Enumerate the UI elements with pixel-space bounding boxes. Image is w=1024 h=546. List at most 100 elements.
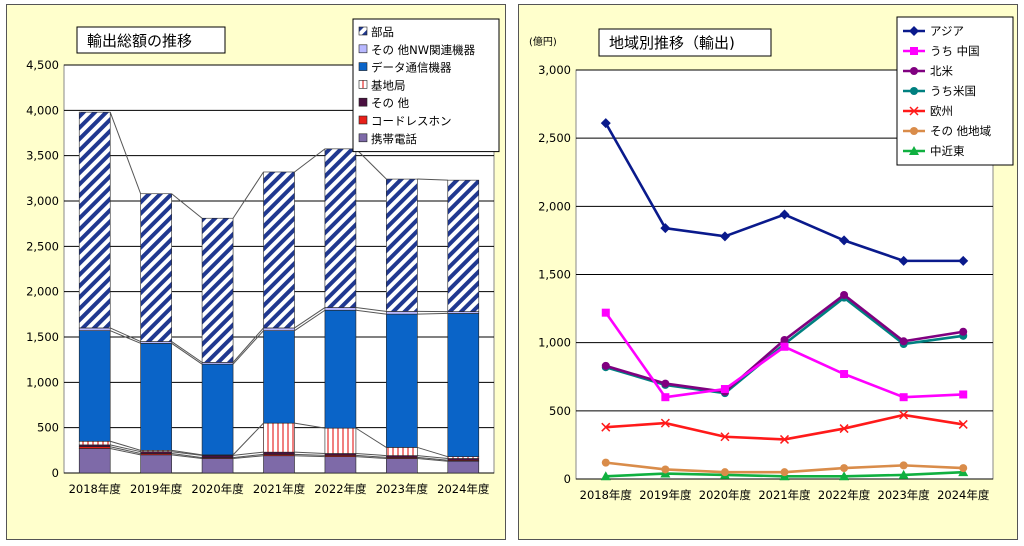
data-point (899, 393, 908, 402)
series-connector (355, 453, 387, 457)
bar-segment (78, 111, 111, 329)
bar-segment (447, 313, 480, 457)
bar-segment (78, 327, 111, 331)
data-point (959, 327, 968, 336)
series-connector (171, 342, 203, 365)
data-point (720, 468, 729, 477)
data-point (780, 468, 789, 477)
data-point (958, 419, 968, 429)
legend-label: アジア (930, 24, 964, 38)
series-connector (294, 451, 325, 455)
data-point (661, 465, 670, 474)
y-tick-label: 0 (564, 472, 571, 486)
data-point (958, 255, 969, 266)
y-tick-label: 2,000 (26, 285, 59, 299)
series-connector (294, 422, 326, 429)
bar-segment (324, 148, 357, 308)
legend-label: うち米国 (930, 84, 976, 98)
data-point (910, 47, 918, 55)
legend-label: 欧州 (930, 104, 953, 118)
bar-segment (201, 363, 234, 456)
bar-segment (263, 171, 295, 329)
data-point (601, 458, 610, 467)
series-connector (417, 455, 448, 459)
data-point (600, 118, 611, 129)
legend-label: 北米 (930, 64, 953, 78)
legend-label: 部品 (371, 25, 394, 39)
series-connector (355, 454, 387, 458)
series-connector (110, 446, 141, 454)
bar-segment (324, 427, 357, 454)
x-tick-label: 2020年度 (699, 488, 752, 502)
series-connector (171, 454, 203, 459)
series-connector (232, 171, 264, 219)
legend-label: その 他NW関連機器 (371, 43, 476, 57)
data-point (661, 379, 670, 388)
data-point (910, 67, 918, 75)
data-point (959, 390, 968, 399)
data-point (719, 231, 730, 242)
data-point (910, 87, 918, 95)
series-connector (171, 451, 203, 456)
data-point (601, 361, 610, 370)
bar-segment (324, 307, 357, 311)
data-point (780, 335, 789, 344)
y-tick-label: 2,000 (538, 199, 571, 213)
bar-segment (324, 456, 357, 474)
legend-swatch (358, 97, 368, 107)
x-tick-label: 2023年度 (376, 482, 429, 496)
data-point (600, 471, 611, 481)
data-point (909, 146, 919, 155)
x-tick-label: 2019年度 (639, 488, 692, 502)
bar-segment (78, 440, 111, 446)
data-point (840, 464, 849, 473)
y-tick-label: 4,500 (26, 58, 59, 72)
series-connector (171, 341, 203, 363)
y-tick-label: 1,000 (26, 375, 59, 389)
data-point (899, 410, 909, 420)
series-connector (232, 330, 264, 365)
series-connector (417, 446, 448, 458)
x-tick-label: 2024年度 (937, 488, 990, 502)
data-point (601, 422, 611, 432)
y-tick-label: 0 (52, 466, 59, 480)
y-unit-label: (億円) (529, 35, 557, 48)
data-point (898, 255, 909, 266)
legend-label: その 他地域 (930, 124, 992, 138)
data-point (660, 223, 671, 234)
legend-label: うち 中国 (930, 44, 980, 58)
x-tick-label: 2019年度 (130, 482, 183, 496)
data-point (899, 461, 908, 470)
series-connector (232, 422, 264, 456)
series-connector (109, 111, 142, 194)
series-connector (232, 327, 264, 363)
x-tick-label: 2021年度 (758, 488, 811, 502)
series-connector (355, 148, 387, 180)
legend-swatch (358, 80, 368, 89)
y-tick-label: 4,000 (26, 103, 59, 117)
bar-segment (447, 179, 480, 312)
series-connector (171, 193, 203, 219)
chart-title: 地域別推移（輸出) (609, 34, 735, 52)
y-tick-label: 3,000 (26, 194, 59, 208)
data-point (909, 26, 919, 36)
series-connector (355, 456, 387, 459)
series-connector (110, 444, 141, 453)
x-tick-label: 2018年度 (580, 488, 633, 502)
bar-segment (386, 178, 418, 312)
legend-label: 携帯電話 (371, 132, 417, 146)
legend-box (352, 18, 500, 153)
bar-segment (78, 330, 111, 442)
series-connector (294, 309, 326, 332)
data-point (910, 127, 918, 135)
series-connector (171, 453, 203, 459)
data-point (899, 337, 908, 346)
legend-label: 基地局 (371, 78, 406, 92)
series-connector (233, 453, 264, 459)
data-point (909, 106, 919, 116)
legend-swatch (358, 26, 368, 36)
regional-export-chart-panel: 0 500 1,000 1,500 2,000 2,500 3,000 (億円) 2018年度 2… (518, 4, 1018, 540)
data-point (779, 209, 790, 220)
bar-segment (140, 343, 172, 451)
series-connector (294, 307, 326, 329)
